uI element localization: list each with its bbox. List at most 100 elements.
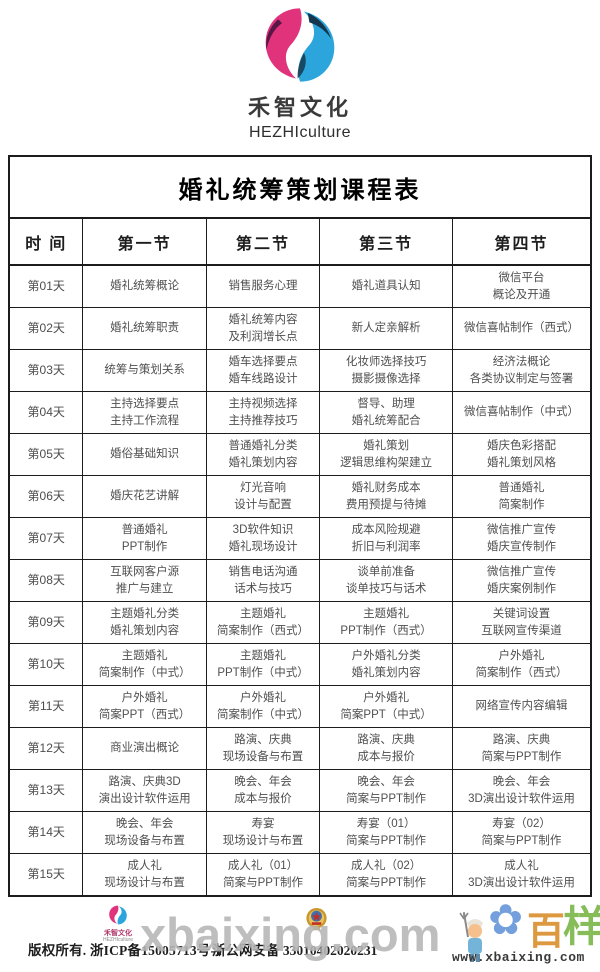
day-cell: 第13天 [8,769,84,812]
table-row: 第07天 普通婚礼 PPT制作 3D软件知识 婚礼现场设计 成本风险规避 折旧与利润率… [8,517,592,560]
course-cell: 晚会、年会 现场设备与布置 [82,811,207,854]
police-badge-icon [306,908,327,931]
table-row: 第01天 婚礼统筹概论 销售服务心理 婚礼道具认知 微信平台 概论及开通 [8,264,592,308]
course-cell: 成人礼（02） 简案与PPT制作 [319,853,453,897]
table-row: 第05天 婚俗基础知识 普通婚礼分类 婚礼策划内容 婚礼策划 逻辑思维构架建立 婚庆色彩… [8,433,592,476]
course-cell: 主题婚礼 PPT制作（中式） [205,643,321,686]
course-cell: 化妆师选择技巧 摄影摄像选择 [319,349,453,392]
course-cell: 寿宴 现场设计与布置 [205,811,321,854]
footer-brand-name: 禾智文化 [104,930,132,937]
bai-glyph-icon: 百 [527,911,566,953]
course-cell: 关键词设置 互联网宣传渠道 [451,601,592,644]
course-cell: 普通婚礼 简案制作 [451,475,592,518]
table-row: 第13天 路演、庆典3D 演出设计软件运用 晚会、年会 成本与报价 晚会、年会 简案与… [8,769,592,812]
course-cell: 路演、庆典 现场设备与布置 [205,727,321,770]
course-cell: 微信喜帖制作（西式） [451,307,592,350]
course-cell: 谈单前准备 谈单技巧与话术 [319,559,453,602]
footer-brand-name-en: HEZHIculture [102,937,133,943]
footer: 禾智文化 HEZHIculture 版权所有. 浙ICP备15005713号-1… [0,899,600,972]
course-cell: 普通婚礼分类 婚礼策划内容 [205,433,321,476]
course-cell: 婚俗基础知识 [82,433,207,476]
course-cell: 路演、庆典 简案与PPT制作 [451,727,592,770]
course-cell: 户外婚礼 简案PPT（西式） [82,685,207,728]
day-cell: 第08天 [8,559,84,602]
col-header-session3: 第三节 [319,217,453,266]
table-row: 第10天 主题婚礼 简案制作（中式） 主题婚礼 PPT制作（中式） 户外婚礼分类 婚礼… [8,643,592,686]
course-cell: 户外婚礼分类 婚礼策划内容 [319,643,453,686]
day-cell: 第06天 [8,475,84,518]
course-cell: 婚庆色彩搭配 婚礼策划风格 [451,433,592,476]
day-cell: 第14天 [8,811,84,854]
hezhi-swirl-logo-icon [265,8,335,82]
course-cell: 婚礼统筹概论 [82,264,207,308]
watermark-url: www.xbaixing.com [452,950,585,965]
course-cell: 督导、助理 婚礼统筹配合 [319,391,453,434]
course-cell: 互联网客户源 推广与建立 [82,559,207,602]
course-cell: 主题婚礼 简案制作（西式） [205,601,321,644]
course-cell: 新人定亲解析 [319,307,453,350]
table-row: 第04天 主持选择要点 主持工作流程 主持视频选择 主持推荐技巧 督导、助理 婚礼统筹… [8,391,592,434]
course-cell: 婚礼统筹职责 [82,307,207,350]
course-cell: 主持视频选择 主持推荐技巧 [205,391,321,434]
course-cell: 成人礼 3D演出设计软件运用 [451,853,592,897]
course-cell: 普通婚礼 PPT制作 [82,517,207,560]
course-cell: 成人礼（01） 简案与PPT制作 [205,853,321,897]
day-cell: 第05天 [8,433,84,476]
table-row: 第11天 户外婚礼 简案PPT（西式） 户外婚礼 简案制作（中式） 户外婚礼 简案PP… [8,685,592,728]
course-cell: 微信推广宣传 婚庆宣传制作 [451,517,592,560]
table-row: 第06天 婚庆花艺讲解 灯光音响 设计与配置 婚礼财务成本 费用预提与待摊 普通婚礼 简… [8,475,592,518]
farmer-mascot-icon [459,912,483,962]
table-row: 第14天 晚会、年会 现场设备与布置 寿宴 现场设计与布置 寿宴（01） 简案与PPT… [8,811,592,854]
course-cell: 微信平台 概论及开通 [451,264,592,308]
course-schedule-table: 婚礼统筹策划课程表 时 间 第一节 第二节 第三节 第四节 第01天 婚礼统筹概论… [8,155,592,897]
course-cell: 经济法概论 各类协议制定与签署 [451,349,592,392]
table-row: 第02天 婚礼统筹职责 婚礼统筹内容 及利润增长点 新人定亲解析 微信喜帖制作（西式） [8,307,592,350]
course-cell: 主题婚礼分类 婚礼策划内容 [82,601,207,644]
col-header-session4: 第四节 [451,217,592,266]
course-cell: 统筹与策划关系 [82,349,207,392]
course-cell: 主持选择要点 主持工作流程 [82,391,207,434]
day-cell: 第04天 [8,391,84,434]
table-row: 第03天 统筹与策划关系 婚车选择要点 婚车线路设计 化妆师选择技巧 摄影摄像选择 经济… [8,349,592,392]
course-cell: 商业演出概论 [82,727,207,770]
course-cell: 户外婚礼 简案PPT（中式） [319,685,453,728]
course-cell: 晚会、年会 3D演出设计软件运用 [451,769,592,812]
day-cell: 第10天 [8,643,84,686]
course-cell: 微信喜帖制作（中式） [451,391,592,434]
col-header-session1: 第一节 [82,217,207,266]
course-cell: 网络宣传内容编辑 [451,685,592,728]
col-header-time: 时 间 [8,217,84,266]
course-cell: 寿宴（02） 简案与PPT制作 [451,811,592,854]
brand-name-en: HEZHIculture [248,124,352,141]
course-cell: 户外婚礼 简案制作（西式） [451,643,592,686]
watermark-text: xbaixing.com [140,908,441,961]
course-cell: 户外婚礼 简案制作（中式） [205,685,321,728]
day-cell: 第12天 [8,727,84,770]
col-header-session2: 第二节 [205,217,321,266]
day-cell: 第02天 [8,307,84,350]
course-cell: 销售电话沟通 话术与技巧 [205,559,321,602]
brand-name: 禾智文化 [247,95,352,120]
table-row: 第12天 商业演出概论 路演、庆典 现场设备与布置 路演、庆典 成本与报价 路演、庆典 … [8,727,592,770]
course-cell: 路演、庆典 成本与报价 [319,727,453,770]
day-cell: 第15天 [8,853,84,897]
table-row: 第08天 互联网客户源 推广与建立 销售电话沟通 话术与技巧 谈单前准备 谈单技巧与话… [8,559,592,602]
course-cell: 成本风险规避 折旧与利润率 [319,517,453,560]
course-cell: 婚车选择要点 婚车线路设计 [205,349,321,392]
yang-glyph-icon: 样 [563,905,600,951]
table-header-row: 时 间 第一节 第二节 第三节 第四节 [8,217,592,266]
table-row: 第15天 成人礼 现场设计与布置 成人礼（01） 简案与PPT制作 成人礼（02） 简… [8,853,592,897]
copyright-text: 版权所有. 浙ICP备15005713号-1 [28,943,223,958]
course-cell: 路演、庆典3D 演出设计软件运用 [82,769,207,812]
course-cell: 寿宴（01） 简案与PPT制作 [319,811,453,854]
course-cell: 灯光音响 设计与配置 [205,475,321,518]
course-cell: 婚礼道具认知 [319,264,453,308]
course-cell: 晚会、年会 简案与PPT制作 [319,769,453,812]
table-title-row: 婚礼统筹策划课程表 [8,155,592,219]
header: 禾智文化 HEZHIculture [0,6,600,142]
day-cell: 第09天 [8,601,84,644]
day-cell: 第11天 [8,685,84,728]
course-cell: 主题婚礼 简案制作（中式） [82,643,207,686]
table-row: 第09天 主题婚礼分类 婚礼策划内容 主题婚礼 简案制作（西式） 主题婚礼 PPT制作… [8,601,592,644]
